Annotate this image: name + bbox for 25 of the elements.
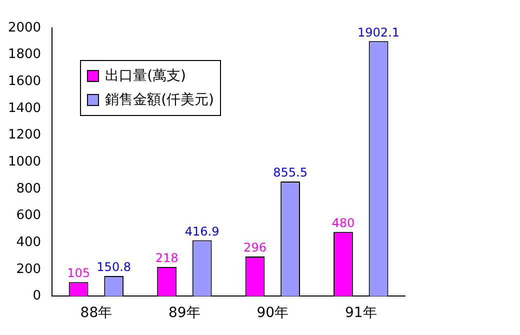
data-label: 296 [244, 240, 266, 255]
y-tick-label: 200 [16, 262, 42, 277]
x-tick-label: 88年 [80, 305, 112, 322]
legend-label: 銷售金額(仟美元) [105, 91, 214, 110]
data-label: 218 [155, 251, 178, 266]
y-tick-label: 400 [16, 234, 42, 250]
x-tick-label: 89年 [168, 305, 200, 322]
x-tick-label: 91年 [344, 305, 377, 322]
y-tick-label: 1000 [8, 154, 42, 170]
data-label: 105 [67, 266, 90, 280]
y-tick-label: 2000 [8, 20, 42, 36]
x-tick-label: 90年 [256, 305, 289, 322]
data-label: 480 [332, 216, 355, 230]
data-label: 150.8 [96, 260, 132, 274]
y-tick-label: 800 [16, 181, 42, 196]
y-tick-label: 1400 [8, 100, 42, 116]
y-tick-label: 1600 [8, 74, 42, 90]
data-label: 855.5 [273, 166, 308, 180]
y-tick-label: 600 [16, 208, 42, 224]
data-label: 1902.1 [358, 25, 400, 40]
data-label: 416.9 [184, 224, 220, 238]
legend-label: 出口量(萬支) [105, 67, 186, 86]
y-tick-label: 1200 [8, 128, 42, 143]
y-tick-label: 0 [32, 288, 42, 304]
y-tick-label: 1800 [8, 47, 42, 62]
